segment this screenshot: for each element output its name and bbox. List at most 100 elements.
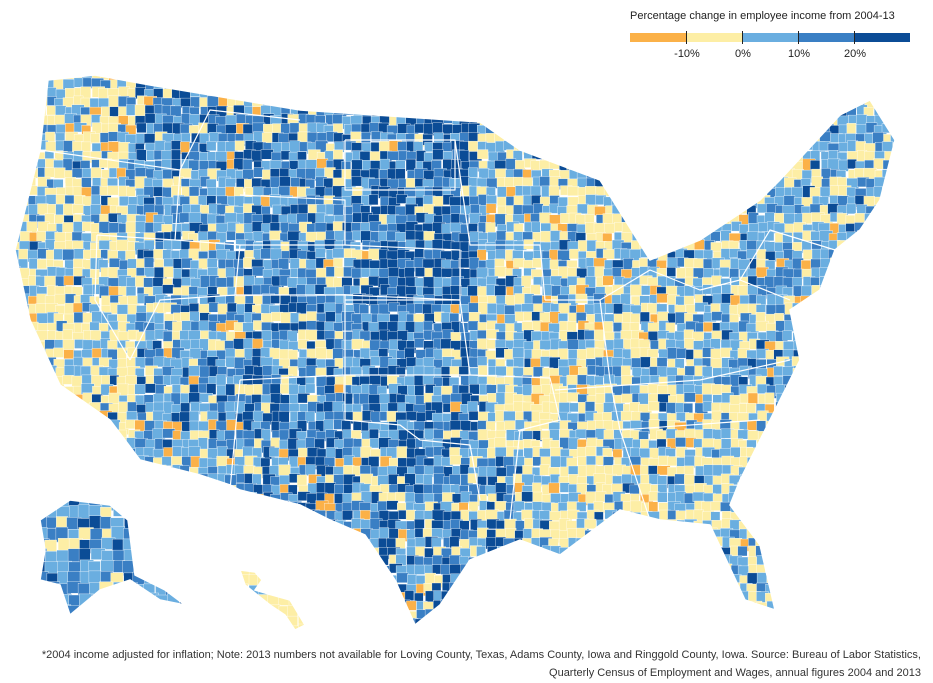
county-cell [352,230,362,241]
county-cell [703,141,715,153]
county-cell [15,143,24,155]
county-cell [685,96,698,108]
county-cell [585,142,596,155]
county-cell [900,88,911,98]
county-cell [819,375,831,386]
county-cell [847,339,861,352]
county-cell [857,240,871,253]
county-cell [891,484,895,495]
county-cell [18,188,30,199]
county-cell [566,392,580,402]
county-cell [567,96,580,110]
county-cell [792,456,806,468]
county-cell [828,358,840,369]
county-cell [657,492,668,503]
county-cell [236,511,247,523]
county-cell [890,241,895,251]
county-cell [135,502,147,513]
county-cell [233,338,246,350]
county-cell [332,348,344,360]
county-cell [37,446,50,457]
county-cell [810,447,824,459]
county-cell [15,466,19,479]
county-cell [505,75,518,82]
county-cell [468,411,479,421]
county-cell [766,501,777,515]
county-cell [569,402,580,413]
county-cell [848,88,861,101]
county-cell [244,510,255,523]
county-cell [288,494,300,508]
county-cell [856,483,868,497]
county-cell [712,88,725,101]
county-cell [503,78,514,89]
county-cell [810,404,823,416]
county-cell [676,87,689,97]
county-cell [802,482,817,495]
county-cell [684,196,696,210]
county-cell [683,403,693,414]
county-cell [604,161,618,171]
county-cell [819,107,833,118]
county-cell [540,125,554,137]
county-cell [757,456,768,470]
county-cell [305,268,318,279]
county-cell [828,321,840,332]
county-cell [423,320,433,331]
county-cell [650,204,661,215]
county-cell [17,115,30,129]
county-cell [341,339,354,352]
county-cell [495,140,505,153]
county-cell [839,476,852,487]
county-cell [829,447,842,458]
county-cell [396,194,408,204]
county-cell [368,194,379,206]
county-cell [244,75,257,81]
county-cell [513,77,526,88]
county-cell [578,86,590,97]
county-cell [271,503,285,513]
county-cell [478,75,489,79]
county-cell [28,75,42,80]
county-cell [299,88,311,99]
county-cell [27,97,39,108]
county-cell [235,80,249,91]
county-cell [810,467,822,480]
county-cell [559,482,570,493]
county-cell [414,321,425,333]
county-cell [757,493,771,503]
county-cell [749,88,762,98]
county-cell [739,161,751,174]
county-cell [45,402,56,416]
county-cell [575,152,587,165]
county-cell [847,448,858,459]
county-cell [460,75,472,82]
county-cell [873,78,885,91]
county-cell [640,474,650,486]
legend-tick [686,31,687,44]
county-cell [881,404,894,416]
county-cell [26,124,39,137]
county-cell [530,96,544,107]
county-cell [386,78,398,89]
county-cell [902,339,913,351]
county-cell [676,78,686,89]
county-cell [119,448,130,460]
county-cell [720,177,732,188]
county-cell [532,78,545,90]
county-cell [892,411,895,423]
county-cell [136,122,147,133]
county-cell [748,122,761,136]
county-cell [783,401,797,415]
county-cell [227,79,239,91]
county-cell [758,448,770,460]
county-cell [703,215,716,227]
county-cell [666,214,678,228]
county-cell [315,347,327,359]
county-cell [846,75,859,83]
county-cell [605,123,619,136]
county-cell [560,78,571,90]
county-cell [65,448,77,461]
county-cell [252,77,265,89]
county-cell [676,97,689,108]
